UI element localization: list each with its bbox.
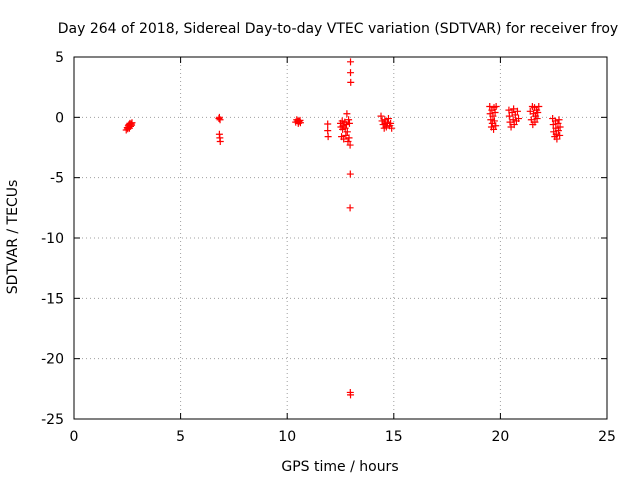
data-point [341, 124, 349, 132]
y-tick-label: -15 [41, 291, 64, 307]
x-tick-label: 0 [70, 429, 79, 445]
data-point [324, 127, 332, 135]
y-tick-label: -5 [50, 171, 64, 187]
data-point [490, 125, 498, 133]
data-point [554, 119, 562, 127]
data-point [509, 116, 517, 124]
data-point [556, 131, 564, 139]
data-point [552, 130, 560, 138]
data-point [486, 102, 494, 110]
data-point [487, 116, 495, 124]
data-point [556, 123, 564, 131]
data-point [533, 115, 541, 123]
data-point [531, 118, 539, 126]
data-point [128, 119, 136, 127]
x-tick-label: 15 [385, 429, 403, 445]
data-point [347, 69, 355, 77]
data-point [489, 112, 497, 120]
y-tick-label: 5 [55, 50, 64, 66]
data-point [384, 115, 392, 123]
plot-frame [73, 56, 608, 420]
x-tick-label: 5 [176, 429, 185, 445]
data-point [510, 121, 518, 129]
data-point [342, 121, 350, 129]
data-point [527, 116, 535, 124]
data-point [492, 122, 500, 130]
data-point [491, 109, 499, 117]
data-point [343, 128, 351, 136]
data-point [216, 137, 224, 145]
data-point [534, 109, 542, 117]
data-point [346, 141, 354, 149]
data-point [346, 204, 354, 212]
data-point [510, 105, 518, 113]
y-tick-label: -25 [41, 412, 64, 428]
y-tick-label: -10 [41, 231, 64, 247]
data-point [343, 110, 351, 118]
data-points [122, 58, 564, 399]
data-point [216, 116, 224, 124]
data-point [388, 124, 396, 132]
data-point [549, 121, 557, 129]
data-point [347, 391, 355, 399]
data-point [554, 127, 562, 135]
data-point [347, 58, 355, 66]
y-tick-label: 0 [55, 110, 64, 126]
x-tick-label: 10 [278, 429, 296, 445]
data-point [555, 116, 563, 124]
x-axis-label: GPS time / hours [281, 459, 398, 475]
data-point [344, 137, 352, 145]
data-point [513, 107, 521, 115]
data-point [383, 118, 391, 126]
data-point [345, 119, 353, 127]
x-tick-label: 25 [598, 429, 616, 445]
data-point [382, 123, 390, 131]
x-tick-label: 20 [491, 429, 509, 445]
y-axis-label: SDTVAR / TECUs [5, 180, 21, 295]
data-point [295, 118, 303, 126]
data-point [347, 78, 355, 86]
y-tick-label: -20 [41, 352, 64, 368]
data-point [492, 102, 500, 110]
data-point [490, 117, 498, 125]
data-point [505, 112, 513, 120]
data-point [553, 135, 561, 143]
data-point [324, 133, 332, 141]
data-point [345, 134, 353, 142]
chart-title: Day 264 of 2018, Sidereal Day-to-day VTE… [58, 21, 618, 37]
data-point [345, 116, 353, 124]
data-point [515, 115, 523, 123]
data-point [346, 170, 354, 178]
data-point [387, 119, 395, 127]
data-point [377, 112, 385, 120]
data-point [340, 135, 348, 143]
data-point [296, 119, 304, 127]
data-point [324, 120, 332, 128]
data-point [535, 102, 543, 110]
data-point [511, 111, 519, 119]
